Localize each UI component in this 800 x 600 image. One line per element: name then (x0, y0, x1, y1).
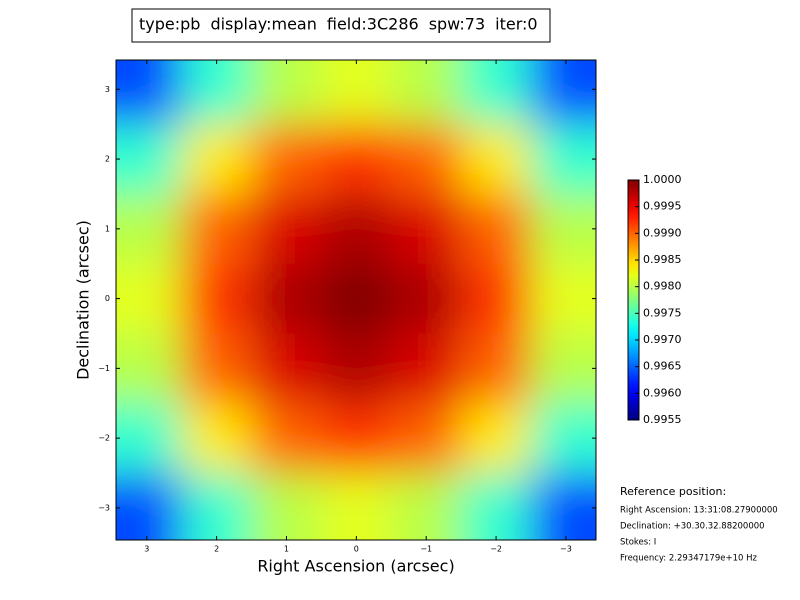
heat-cell (251, 403, 323, 475)
heat-cell (116, 60, 183, 126)
heat-cell (461, 263, 533, 335)
y-tick-label: −3 (98, 503, 110, 512)
heat-cell (461, 333, 533, 405)
heat-cell (116, 193, 183, 265)
x-tick-label: −2 (490, 545, 502, 554)
colorbar-tick-label: 0.9955 (643, 413, 682, 426)
heat-cell (116, 124, 183, 195)
heat-cell (531, 403, 596, 475)
heat-cell (531, 193, 596, 265)
heat-cell (461, 124, 533, 195)
colorbar-tick-label: 0.9965 (643, 360, 682, 373)
title-part: display:mean (210, 15, 316, 34)
heat-cell (321, 193, 393, 265)
reference-line: Frequency: 2.29347179e+10 Hz (620, 554, 757, 564)
heat-cell (461, 193, 533, 265)
colorbar-tick-label: 0.9975 (643, 306, 682, 319)
heat-cell (251, 193, 323, 265)
heat-cell (391, 193, 463, 265)
colorbar-tick-label: 0.9990 (643, 226, 682, 239)
heat-cell (251, 124, 323, 195)
heat-cell (461, 473, 533, 540)
colorbar-tick-label: 0.9970 (643, 333, 682, 346)
heat-cell (251, 263, 323, 335)
title-part: iter:0 (495, 15, 537, 34)
heat-cell (181, 403, 253, 475)
title-part: type:pb (139, 15, 200, 34)
heat-cell (531, 473, 596, 540)
colorbar-tick-label: 1.0000 (643, 173, 682, 186)
heat-cell (116, 473, 183, 540)
heat-cell (116, 403, 183, 475)
heat-cell (531, 60, 596, 126)
heat-cell (321, 403, 393, 475)
reference-line: Stokes: I (620, 538, 656, 548)
colorbar-tick-label: 0.9980 (643, 280, 682, 293)
y-tick-label: −1 (98, 364, 110, 373)
heat-cell (116, 263, 183, 335)
colorbar-tick-label: 0.9985 (643, 253, 682, 266)
colorbar (627, 179, 640, 421)
x-tick-label: 1 (284, 545, 289, 554)
heat-cell (531, 124, 596, 195)
heat-cell (116, 333, 183, 405)
title-part: spw:73 (429, 15, 485, 34)
heat-cell (391, 124, 463, 195)
heat-cell (251, 333, 323, 405)
x-tick-label: −1 (420, 545, 432, 554)
heat-cell (181, 473, 253, 540)
heat-cell (321, 333, 393, 405)
colorbar-tick-label: 0.9995 (643, 200, 682, 213)
heat-cell (531, 263, 596, 335)
reference-line: Right Ascension: 13:31:08.27900000 (620, 506, 778, 516)
colorbar-tick-label: 0.9960 (643, 386, 682, 399)
heat-cell (181, 333, 253, 405)
heat-cell (321, 60, 393, 126)
heat-cell (321, 473, 393, 540)
x-tick-label: 2 (214, 545, 219, 554)
x-tick-label: −3 (560, 545, 572, 554)
reference-title: Reference position: (620, 485, 726, 498)
y-axis-label: Declination (arcsec) (74, 220, 93, 380)
y-tick-label: −2 (98, 434, 110, 443)
heat-cell (391, 60, 463, 126)
heat-cell (461, 403, 533, 475)
heat-cell (391, 403, 463, 475)
y-tick-label: 1 (105, 224, 110, 233)
y-tick-label: 0 (105, 294, 110, 303)
heat-cell (321, 124, 393, 195)
heat-cell (181, 193, 253, 265)
heat-cell (461, 60, 533, 126)
y-tick-label: 3 (105, 85, 110, 94)
heat-cell (251, 473, 323, 540)
heat-cell (181, 124, 253, 195)
x-tick-label: 0 (354, 545, 359, 554)
heat-cell (391, 333, 463, 405)
title-part: field:3C286 (327, 15, 419, 34)
heat-cell (531, 333, 596, 405)
heat-cell (251, 60, 323, 126)
heat-cell (321, 263, 393, 335)
x-axis-label: Right Ascension (arcsec) (257, 557, 454, 576)
heat-cell (181, 60, 253, 126)
y-tick-label: 2 (105, 155, 110, 164)
title-box (131, 8, 551, 43)
reference-line: Declination: +30.30.32.88200000 (620, 522, 765, 532)
heat-cell (391, 473, 463, 540)
heat-cell (391, 263, 463, 335)
heat-cell (181, 263, 253, 335)
x-tick-label: 3 (144, 545, 149, 554)
